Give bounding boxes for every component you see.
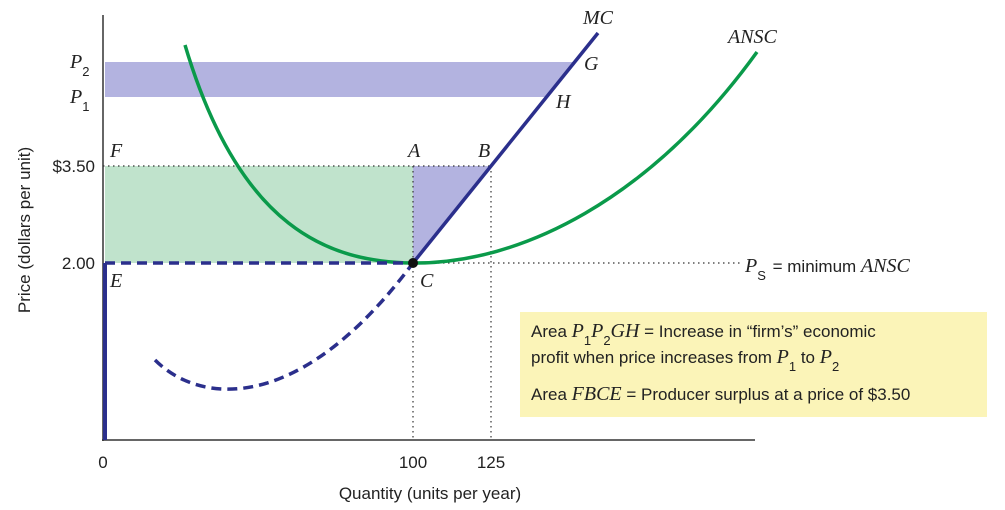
legend-line: Area P1P2GH = Increase in “firm’s” econo… [531,320,876,348]
label-curve: ANSC [859,255,911,277]
seg: Area [531,385,572,404]
seg: P [571,320,584,342]
seg: to [796,348,820,367]
seg: profit when price increases from [531,348,777,367]
label-base: P [744,255,757,277]
point-label: F [109,140,123,162]
y-tick-label: $3.50 [52,157,95,176]
price-label-sub: 1 [82,99,89,114]
seg: FBCE [571,383,622,405]
price-label-base: P [69,86,82,108]
seg: 1 [789,359,796,374]
legend-line: Area FBCE = Producer surplus at a price … [531,383,910,405]
y-tick-label: 2.00 [62,254,95,273]
seg: GH [611,320,641,342]
price-label: P1 [69,86,89,114]
label-sub: S [757,268,766,283]
price-label-base: P [69,51,82,73]
price-label-sub: 2 [82,64,89,79]
x-tick-label: 125 [477,453,505,472]
seg: Area [531,322,572,341]
label-text: = minimum [768,257,861,276]
legend-line: profit when price increases from P1 to P… [531,346,839,374]
seg: 2 [603,333,610,348]
curve-label: ANSC [726,26,778,48]
legend-box [520,312,987,417]
mc-dashed [153,261,415,391]
seg: P [819,346,832,368]
point-label: A [406,140,421,162]
point-label: H [555,91,572,113]
profit-increase-area [105,62,575,97]
seg: 1 [584,333,591,348]
point-c [408,258,418,268]
surplus-area [105,166,413,263]
x-axis-label: Quantity (units per year) [339,484,521,503]
curve-label: MC [582,7,614,29]
point-label: C [420,270,434,292]
point-label: G [584,53,599,75]
min-price-label: PS = minimum ANSC [744,255,910,283]
x-tick-label: 100 [399,453,427,472]
y-axis-label: Price (dollars per unit) [15,147,34,313]
price-label: P2 [69,51,89,79]
seg: = Increase in “firm’s” economic [639,322,876,341]
point-label: E [109,270,122,292]
point-label: B [478,140,490,162]
seg: = Producer surplus at a price of $3.50 [622,385,911,404]
seg: P [590,320,603,342]
mc-curve [411,31,600,265]
x-tick-label: 0 [98,453,107,472]
seg: P [776,346,789,368]
seg: 2 [832,359,839,374]
